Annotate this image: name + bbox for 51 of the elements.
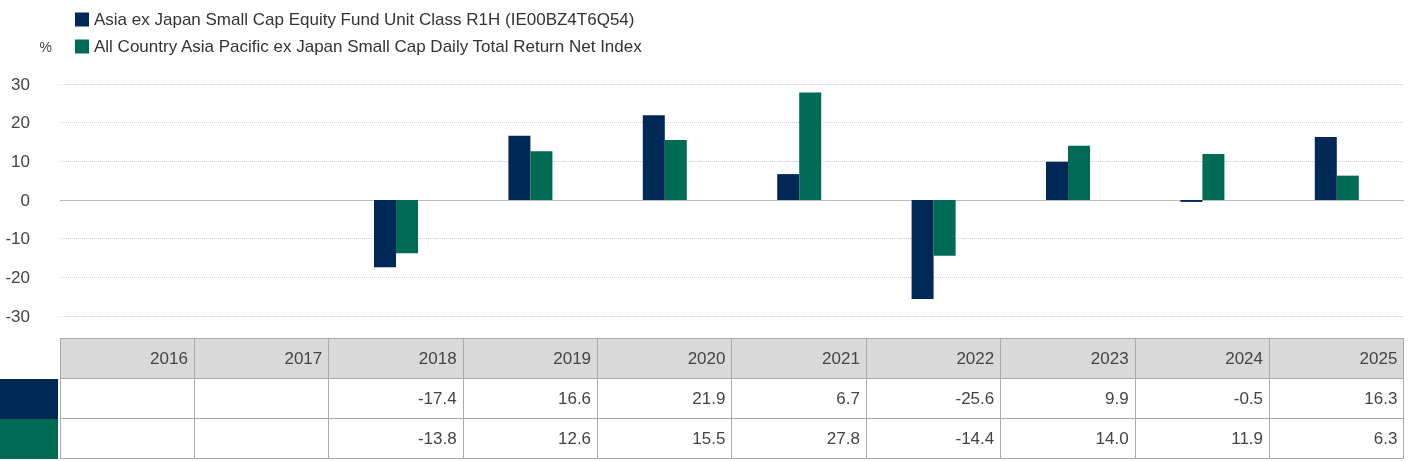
data-label: 14.0 <box>1000 418 1136 459</box>
bar <box>1068 145 1090 200</box>
x-tick-label: 2025 <box>1269 338 1404 379</box>
data-label: 12.6 <box>463 418 598 459</box>
y-tick-label: 10 <box>11 151 30 171</box>
data-label: 11.9 <box>1135 418 1270 459</box>
y-axis-title: % <box>39 39 52 55</box>
legend-label: All Country Asia Pacific ex Japan Small Cap Daily Total Return Net Index <box>94 37 643 56</box>
data-label: 6.7 <box>731 378 867 419</box>
bar <box>1336 175 1359 200</box>
y-tick-label: -20 <box>5 267 30 287</box>
data-label: 9.9 <box>1000 378 1136 419</box>
data-label: -14.4 <box>866 418 1001 459</box>
data-label: 6.3 <box>1269 418 1404 459</box>
bar <box>530 151 553 200</box>
data-label: -0.5 <box>1135 378 1270 419</box>
data-label: -17.4 <box>328 378 464 419</box>
x-tick-label: 2020 <box>597 338 732 379</box>
bar <box>508 135 531 200</box>
bar <box>1202 153 1225 200</box>
bar <box>1314 136 1337 200</box>
bar <box>1046 161 1068 200</box>
x-tick-label: 2016 <box>60 338 195 379</box>
bar <box>799 92 822 200</box>
x-tick-label: 2019 <box>463 338 598 379</box>
x-tick-label: 2021 <box>731 338 867 379</box>
data-label: 15.5 <box>597 418 732 459</box>
x-tick-label: 2022 <box>866 338 1001 379</box>
bar <box>933 200 956 256</box>
data-label: 27.8 <box>731 418 867 459</box>
x-tick-label: 2018 <box>328 338 464 379</box>
x-tick-label: 2023 <box>1000 338 1136 379</box>
y-tick-label: -30 <box>5 306 30 326</box>
data-label: -25.6 <box>866 378 1001 419</box>
data-label: 16.3 <box>1269 378 1404 419</box>
x-tick-label: 2017 <box>194 338 329 379</box>
bar <box>664 140 687 200</box>
y-tick-label: 20 <box>11 113 30 133</box>
bar <box>374 200 396 268</box>
y-tick-label: 30 <box>11 74 30 94</box>
legend-label: Asia ex Japan Small Cap Equity Fund Unit Class R1H (IE00BZ4T6Q54) <box>94 10 635 29</box>
data-label: 21.9 <box>597 378 732 419</box>
bar <box>777 174 800 200</box>
y-tick-label: -10 <box>5 229 30 249</box>
bar <box>911 200 934 299</box>
data-label: 16.6 <box>463 378 598 419</box>
data-label: -13.8 <box>328 418 464 459</box>
y-tick-label: 0 <box>20 190 30 210</box>
bar <box>396 200 418 254</box>
bar <box>642 115 665 200</box>
x-tick-label: 2024 <box>1135 338 1270 379</box>
